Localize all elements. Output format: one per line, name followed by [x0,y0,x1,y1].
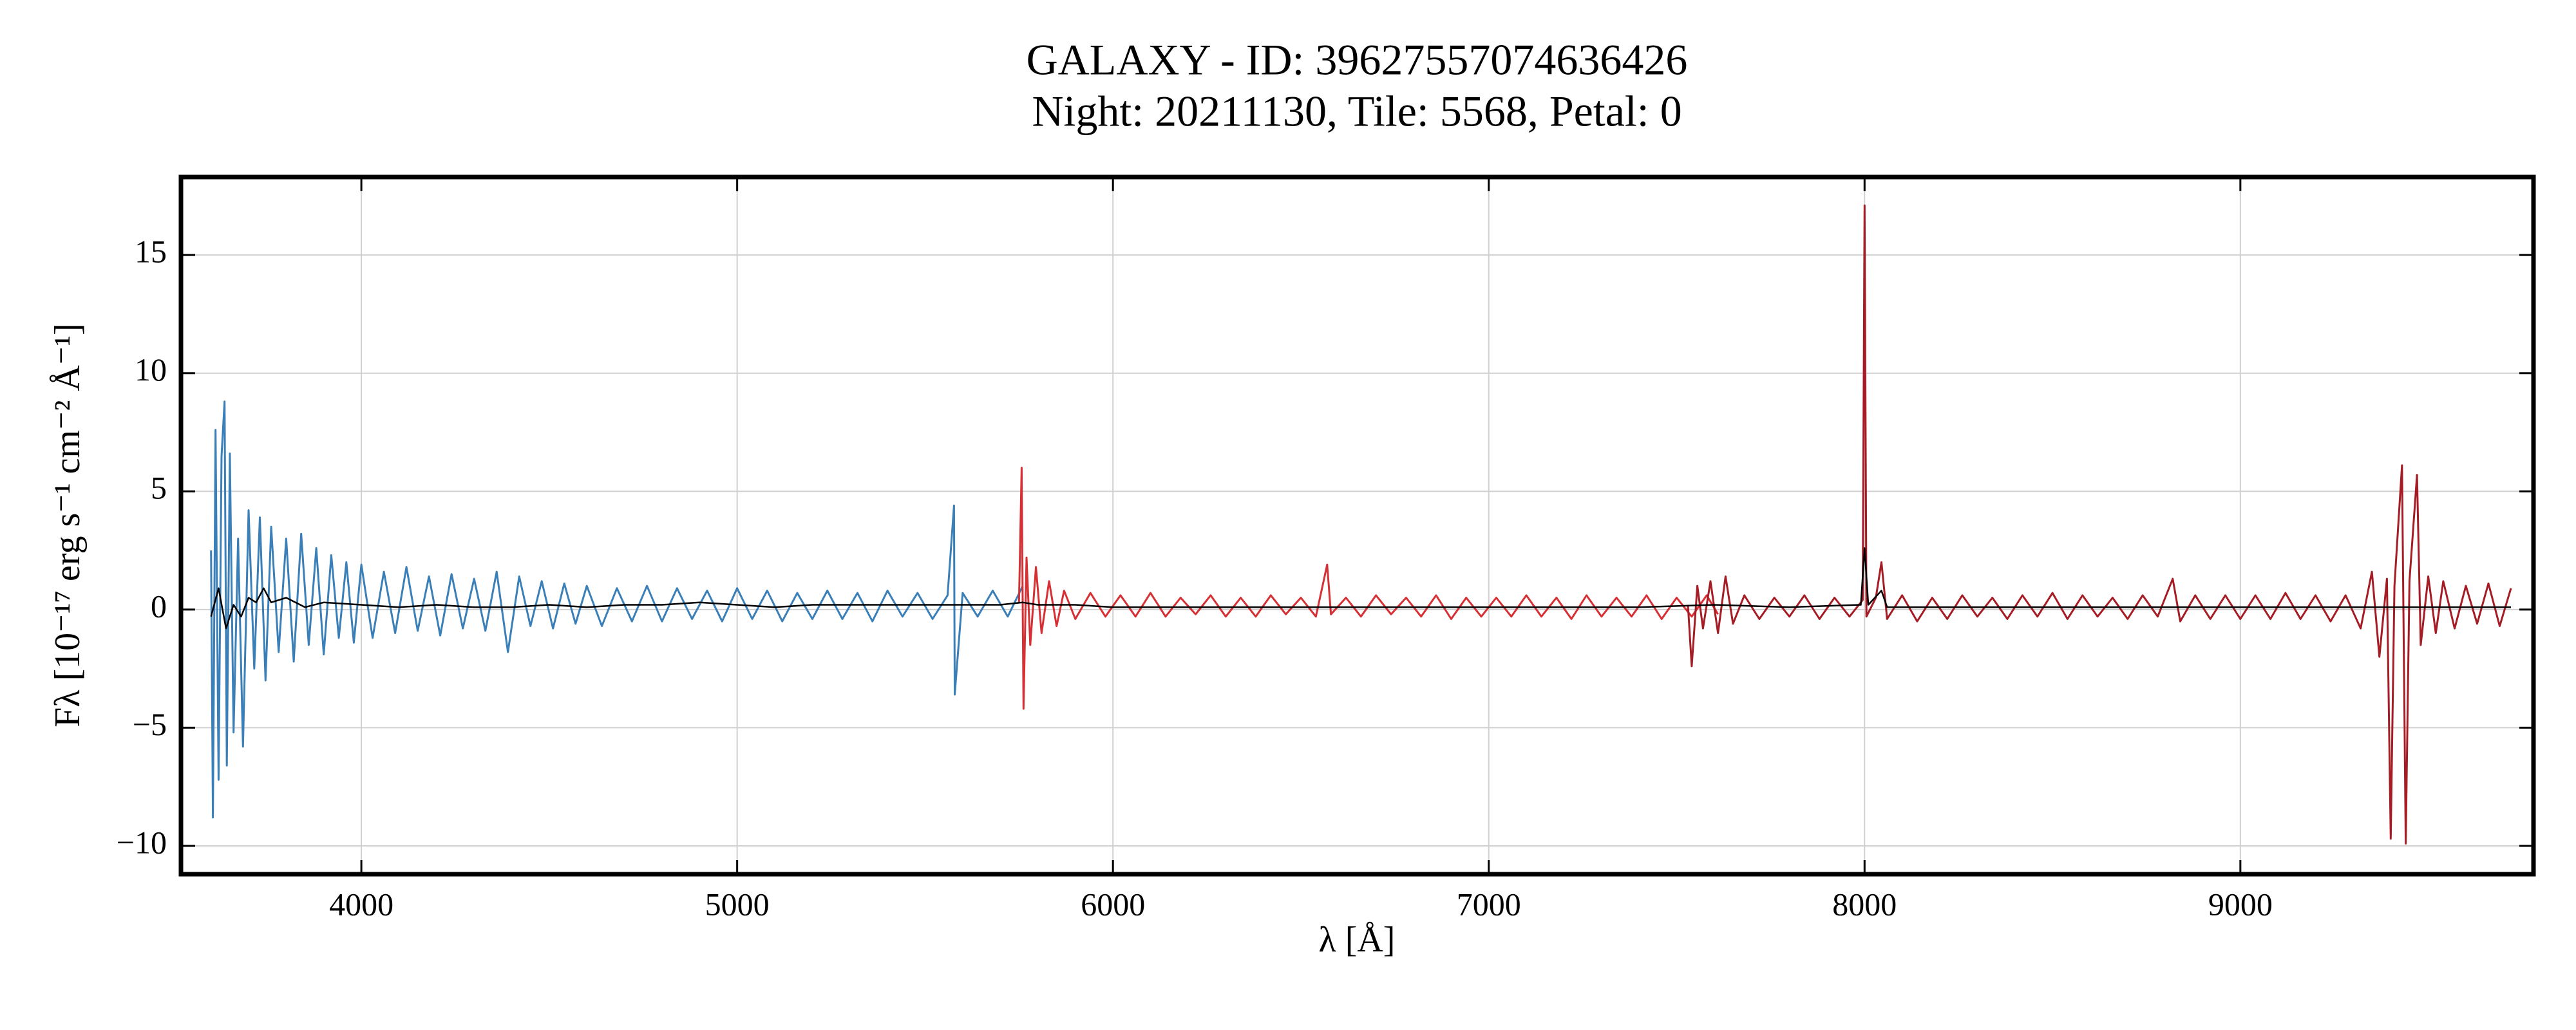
x-tick-label: 6000 [1081,886,1145,922]
x-tick-label: 4000 [329,886,393,922]
y-axis-label: Fλ [10⁻¹⁷ erg s⁻¹ cm⁻² Å⁻¹] [48,323,88,727]
plot-frame [178,174,2536,877]
y-tick-label: 0 [151,588,167,624]
y-tick-label: −10 [117,824,167,860]
spectrum-line [1687,204,2512,845]
chart-title: GALAXY - ID: 39627557074636426 [1027,35,1688,84]
y-tick-label: 15 [135,234,167,270]
y-tick-label: −5 [133,706,167,742]
y-tick-label: 10 [135,351,167,388]
chart-subtitle: Night: 20211130, Tile: 5568, Petal: 0 [1032,87,1681,136]
x-tick-label: 9000 [2208,886,2273,922]
grid [181,177,2533,874]
spectrum-line [210,400,1024,819]
x-tick-label: 7000 [1457,886,1521,922]
spectrum-line [1018,467,1719,710]
ticks [181,177,2533,874]
x-axis-label: λ [Å] [1319,920,1396,960]
spectrum-line [210,547,2511,630]
y-tick-label: 5 [151,470,167,506]
x-tick-label: 5000 [705,886,770,922]
x-tick-label: 8000 [1832,886,1897,922]
